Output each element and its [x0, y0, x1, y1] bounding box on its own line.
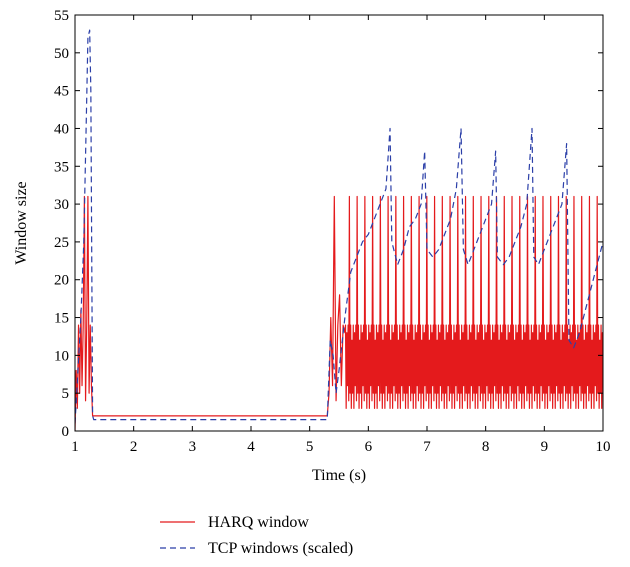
- y-tick-label: 20: [54, 273, 69, 289]
- x-tick-label: 2: [130, 439, 138, 455]
- y-tick-label: 50: [54, 46, 69, 62]
- y-tick-label: 5: [62, 386, 70, 402]
- plot-frame: [74, 14, 604, 432]
- x-axis: 1 2 3 4 5 6 7 8 9 10: [71, 15, 611, 455]
- x-tick-label: 1: [71, 439, 79, 455]
- x-tick-label: 9: [541, 439, 549, 455]
- legend: HARQ window TCP windows (scaled): [160, 514, 353, 557]
- y-tick-label: 45: [54, 84, 69, 100]
- legend-label-tcp: TCP windows (scaled): [208, 540, 353, 557]
- y-tick-label: 25: [54, 235, 69, 251]
- series-layer: [75, 29, 603, 431]
- y-tick-label: 55: [54, 8, 69, 24]
- series-line-tcp-windows: [75, 29, 603, 424]
- y-tick-label: 35: [54, 159, 69, 175]
- x-tick-label: 5: [306, 439, 314, 455]
- x-tick-label: 10: [596, 439, 611, 455]
- x-tick-label: 8: [482, 439, 490, 455]
- x-tick-label: 6: [365, 439, 373, 455]
- y-tick-label: 30: [54, 197, 69, 213]
- y-tick-label: 15: [54, 311, 69, 327]
- y-axis: 0 5 10 15 20 25 30 35 40 45 50 55: [54, 8, 603, 440]
- x-tick-label: 3: [189, 439, 197, 455]
- x-axis-label: Time (s): [312, 467, 366, 484]
- legend-label-harq: HARQ window: [208, 514, 309, 531]
- y-tick-label: 40: [54, 121, 69, 137]
- x-tick-label: 7: [423, 439, 431, 455]
- series-line-harq-window: [75, 195, 603, 431]
- y-tick-label: 10: [54, 348, 69, 364]
- y-axis-label: Window size: [13, 181, 30, 264]
- y-tick-label: 0: [62, 424, 70, 440]
- x-tick-label: 4: [247, 439, 255, 455]
